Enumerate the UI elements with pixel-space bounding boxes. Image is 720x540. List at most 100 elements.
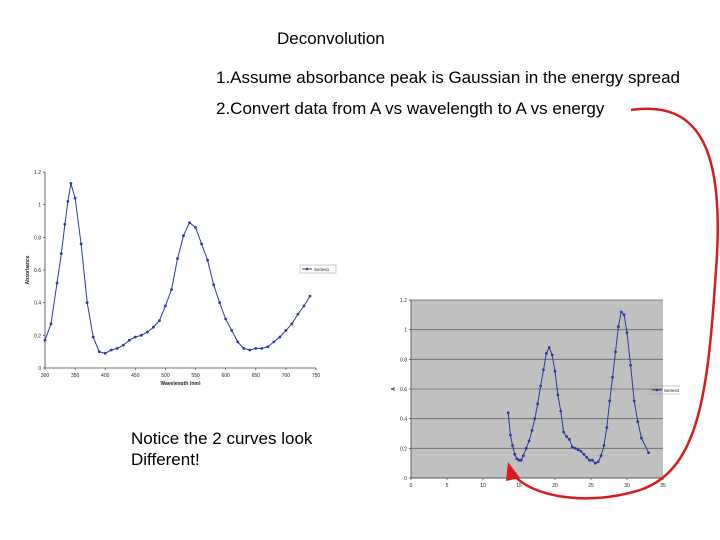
- y-tick-label: 0: [38, 366, 41, 372]
- data-point: [614, 350, 617, 354]
- data-point: [127, 338, 131, 342]
- x-tick-label: 35: [660, 483, 666, 489]
- data-point: [550, 353, 554, 357]
- data-point: [164, 304, 167, 308]
- x-tick-label: 30: [624, 483, 630, 489]
- data-point: [158, 319, 161, 323]
- series-line: [44, 183, 311, 354]
- data-point: [596, 460, 600, 464]
- data-point: [266, 345, 270, 349]
- data-point: [524, 446, 528, 450]
- data-point: [636, 420, 640, 424]
- data-point: [152, 325, 155, 329]
- data-point: [591, 458, 594, 462]
- y-tick-label: 0: [404, 476, 407, 482]
- x-tick-label: 700: [282, 373, 291, 379]
- y-tick-label: 1.2: [34, 170, 41, 176]
- y-axis-label: A: [391, 387, 397, 391]
- y-axis-label: Absorbance: [25, 255, 31, 284]
- y-tick-label: 0.8: [400, 357, 407, 363]
- data-point: [182, 234, 185, 238]
- data-point: [559, 409, 563, 413]
- wavelength-chart: 0 0.2 0.4 0.6 0.8 1 1.2 300 350 400 450 500 550 600 65…: [25, 170, 337, 385]
- data-point: [611, 375, 614, 379]
- x-tick-label: 5: [446, 483, 449, 489]
- y-tick-label: 0.2: [400, 446, 407, 452]
- data-point: [133, 335, 137, 339]
- data-point: [570, 445, 574, 449]
- data-point: [556, 393, 560, 397]
- x-tick-label: 10: [480, 483, 486, 489]
- data-point: [539, 384, 542, 388]
- data-point: [579, 449, 583, 453]
- data-point: [553, 369, 557, 373]
- data-point: [568, 438, 571, 441]
- data-point: [69, 182, 73, 185]
- data-point: [49, 322, 53, 326]
- data-point: [284, 329, 288, 332]
- x-tick-label: 20: [552, 483, 558, 489]
- slide-title: Deconvolution: [277, 29, 385, 48]
- data-point: [622, 313, 626, 317]
- x-tick-label: 600: [221, 373, 230, 379]
- data-point: [91, 335, 95, 339]
- data-point: [236, 340, 240, 344]
- legend-marker: [655, 388, 659, 392]
- y-tick-label: 1.2: [400, 298, 407, 304]
- y-tick-label: 0.4: [400, 417, 407, 423]
- data-point: [308, 294, 312, 298]
- data-point: [170, 288, 173, 291]
- data-point: [224, 317, 228, 321]
- legend-label: Series1: [664, 388, 680, 393]
- x-tick-label: 650: [252, 373, 261, 379]
- data-point: [43, 338, 47, 342]
- data-point: [103, 351, 107, 355]
- y-tick-label: 1: [404, 328, 407, 334]
- x-tick-label: 300: [41, 373, 50, 379]
- data-point: [242, 347, 246, 350]
- x-tick-label: 450: [131, 373, 140, 379]
- legend-marker: [305, 267, 309, 271]
- data-point: [302, 304, 306, 308]
- data-point: [542, 368, 545, 372]
- data-point: [115, 347, 119, 350]
- data-point: [602, 443, 606, 447]
- data-point: [85, 301, 89, 305]
- data-point: [605, 426, 609, 429]
- data-point: [230, 329, 234, 332]
- data-point: [139, 333, 143, 337]
- data-point: [121, 343, 125, 347]
- data-point: [565, 435, 568, 438]
- data-point: [599, 454, 603, 458]
- x-tick-label: 400: [101, 373, 110, 379]
- data-point: [521, 454, 525, 458]
- data-point: [629, 363, 632, 367]
- data-point: [206, 258, 210, 262]
- x-tick-label: 350: [71, 373, 80, 379]
- step-2-text: 2.Convert data from A vs wavelength to A…: [216, 99, 605, 118]
- data-point: [608, 399, 612, 403]
- data-point: [248, 348, 252, 352]
- data-point: [519, 458, 523, 462]
- data-point: [576, 448, 580, 452]
- energy-chart: 00.20.40.60.811.205101520253035EnerASeri…: [391, 298, 680, 489]
- y-tick-label: 0.6: [400, 387, 407, 393]
- data-point: [79, 242, 83, 246]
- legend-box: [299, 264, 337, 274]
- data-point: [73, 196, 77, 200]
- step-1-text: 1.Assume absorbance peak is Gaussian in …: [216, 68, 680, 87]
- y-tick-label: 0.8: [34, 235, 41, 241]
- y-tick-label: 1: [38, 203, 41, 209]
- data-point: [619, 310, 623, 314]
- data-point: [272, 340, 276, 344]
- data-point: [513, 452, 517, 456]
- data-point: [616, 325, 620, 329]
- data-point: [632, 399, 636, 403]
- data-point: [254, 347, 258, 350]
- data-point: [194, 226, 197, 229]
- data-point: [536, 402, 540, 406]
- y-tick-label: 0.2: [34, 333, 41, 339]
- data-point: [588, 458, 591, 462]
- x-axis-label: Wavelength (nm): [160, 381, 200, 385]
- note-text: Notice the 2 curves look Different!: [131, 429, 313, 469]
